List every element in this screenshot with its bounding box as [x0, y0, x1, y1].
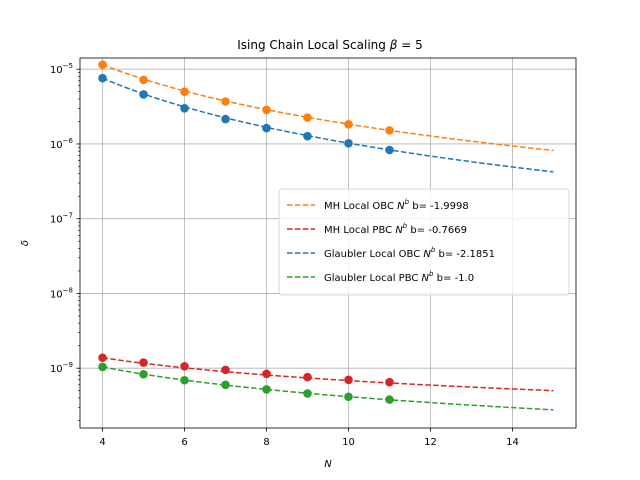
data-point — [262, 123, 271, 133]
fit-line-0 — [102, 63, 554, 152]
data-point — [385, 126, 394, 135]
y-tick-label: 10−9 — [50, 361, 73, 375]
x-tick-label: 10 — [342, 437, 355, 448]
x-tick-label: 8 — [263, 437, 269, 448]
data-point — [180, 362, 189, 371]
axes-frame — [79, 57, 577, 429]
data-point — [262, 105, 271, 115]
data-point — [262, 369, 271, 379]
data-point — [98, 362, 107, 372]
data-point — [385, 377, 394, 387]
chart-title: Ising Chain Local Scaling β = 5 — [237, 38, 422, 52]
y-axis-label: δ — [20, 240, 31, 246]
data-point — [180, 103, 189, 113]
data-point — [344, 375, 353, 385]
x-tick-label: 6 — [181, 437, 187, 448]
y-tick-label: 10−6 — [50, 137, 74, 151]
legend-label: Glaubler Local PBC Nb b= -1.0 — [324, 270, 474, 284]
data-point — [303, 389, 312, 398]
data-point — [139, 369, 148, 379]
y-tick-label: 10−8 — [50, 286, 73, 300]
data-point — [303, 113, 312, 122]
x-tick-label: 14 — [506, 437, 519, 448]
data-points — [98, 60, 394, 404]
legend-label: MH Local OBC Nb b= -1.9998 — [324, 198, 469, 212]
legend-label: MH Local PBC Nb b= -0.7669 — [324, 222, 467, 236]
x-axis-label: N — [324, 459, 332, 470]
data-point — [262, 385, 271, 394]
data-point — [385, 145, 394, 155]
data-point — [139, 75, 148, 85]
y-tick-label: 10−5 — [50, 62, 73, 76]
data-point — [344, 392, 353, 402]
data-point — [221, 114, 230, 124]
x-tick-label: 12 — [424, 437, 437, 448]
fit-line-3 — [102, 366, 554, 411]
y-tick-label: 10−7 — [50, 212, 73, 226]
data-point — [303, 131, 312, 141]
data-point — [303, 372, 312, 382]
fit-line-1 — [102, 357, 554, 392]
data-point — [221, 365, 230, 375]
data-point — [344, 139, 353, 148]
data-point — [180, 87, 189, 97]
data-point — [98, 353, 107, 363]
legend-box — [278, 188, 570, 296]
fit-line-2 — [102, 77, 554, 173]
data-point — [180, 375, 189, 385]
legend-label: Glaubler Local OBC Nb b= -2.1851 — [324, 246, 495, 260]
fit-lines — [102, 63, 554, 411]
data-point — [98, 73, 107, 83]
data-point — [139, 90, 148, 99]
legend-entries: MH Local OBC Nb b= -1.9998 MH Local PBC N… — [287, 198, 495, 284]
data-point — [221, 97, 230, 106]
data-point — [344, 120, 353, 129]
data-point — [139, 358, 148, 367]
x-axis-ticks: 4 6 8 10 12 14 — [99, 428, 519, 448]
data-point — [98, 60, 107, 69]
data-point — [385, 395, 394, 404]
data-point — [221, 380, 230, 390]
y-axis-ticks: 10−9 10−8 10−7 10−6 10−5 — [50, 62, 80, 421]
legend: MH Local OBC Nb b= -1.9998 MH Local PBC N… — [278, 188, 570, 296]
x-tick-label: 4 — [99, 437, 105, 448]
